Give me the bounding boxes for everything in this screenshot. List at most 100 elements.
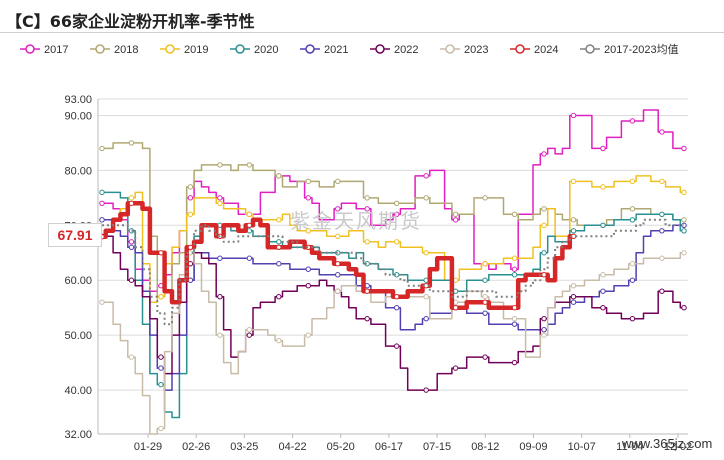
series-point-1-79 bbox=[681, 217, 687, 223]
series-point-3-56 bbox=[511, 272, 518, 278]
series-line-7 bbox=[102, 201, 574, 310]
y-tick-label-0: 32.00 bbox=[64, 429, 92, 441]
series-point-0-79 bbox=[681, 145, 687, 152]
site-watermark: www.365jz.com bbox=[622, 436, 713, 451]
series-point-6-52 bbox=[482, 294, 488, 300]
legend-marker-0 bbox=[25, 44, 35, 54]
series-point-0-32 bbox=[335, 206, 341, 212]
series-point-1-36 bbox=[364, 195, 370, 201]
series-point-0-44 bbox=[423, 173, 429, 179]
watermark: 紫金天风期货 bbox=[290, 209, 422, 233]
y-tick-label-5: 80.00 bbox=[64, 165, 92, 177]
series-point-4-40 bbox=[393, 304, 400, 311]
series-point-3-68 bbox=[600, 222, 606, 229]
x-tick-label-6: 07-15 bbox=[423, 441, 451, 453]
series-point-1-44 bbox=[423, 195, 429, 201]
legend-label-0: 2017 bbox=[44, 44, 68, 56]
x-tick-label-5: 06-17 bbox=[375, 441, 403, 453]
series-point-3-0 bbox=[99, 189, 105, 196]
series-point-1-16 bbox=[217, 162, 223, 168]
legend-label-4: 2021 bbox=[324, 44, 348, 56]
series-point-2-52 bbox=[482, 261, 488, 267]
series-point-1-28 bbox=[305, 178, 311, 185]
legend-label-8: 2017-2023均值 bbox=[604, 43, 679, 56]
legend-marker-3 bbox=[235, 44, 245, 54]
series-point-5-60 bbox=[541, 315, 547, 322]
x-tick-label-10: 11-04 bbox=[616, 441, 643, 453]
series-point-5-40 bbox=[393, 343, 400, 349]
series-point-6-56 bbox=[511, 315, 518, 322]
series-point-0-0 bbox=[99, 200, 105, 207]
series-point-0-16 bbox=[217, 195, 223, 201]
series-point-1-32 bbox=[335, 178, 341, 185]
series-point-4-24 bbox=[276, 261, 282, 267]
series-point-5-16 bbox=[217, 294, 223, 300]
series-point-1-12 bbox=[187, 184, 194, 190]
series-point-2-8 bbox=[158, 294, 164, 300]
series-point-0-48 bbox=[452, 217, 459, 223]
series-point-4-56 bbox=[511, 321, 518, 327]
series-point-4-72 bbox=[629, 277, 636, 283]
x-tick-label-0: 01-29 bbox=[134, 441, 162, 453]
series-point-3-60 bbox=[541, 250, 547, 256]
series-point-7-24 bbox=[276, 244, 282, 250]
y-tick-label-2: 50.00 bbox=[64, 330, 92, 342]
series-point-6-8 bbox=[158, 425, 164, 432]
series-point-2-44 bbox=[423, 250, 429, 256]
series-point-0-76 bbox=[659, 129, 665, 135]
series-point-4-52 bbox=[482, 310, 488, 316]
series-point-4-76 bbox=[659, 228, 665, 234]
x-tick-label-7: 08-12 bbox=[471, 441, 499, 453]
series-point-7-12 bbox=[187, 244, 194, 250]
series-point-0-28 bbox=[305, 195, 311, 201]
series-point-0-40 bbox=[393, 211, 400, 218]
series-point-2-16 bbox=[217, 200, 223, 207]
series-line-8 bbox=[102, 218, 684, 326]
series-point-5-44 bbox=[423, 387, 429, 393]
series-point-5-24 bbox=[276, 294, 282, 300]
series-point-1-4 bbox=[128, 140, 135, 146]
series-point-2-79 bbox=[681, 189, 687, 196]
legend-label-2: 2019 bbox=[184, 44, 208, 56]
series-point-3-79 bbox=[681, 228, 687, 234]
series-point-5-36 bbox=[364, 315, 370, 322]
series-point-2-12 bbox=[187, 211, 194, 218]
series-line-2 bbox=[102, 175, 684, 303]
series-point-2-4 bbox=[128, 195, 135, 201]
y-tick-label-3: 60.00 bbox=[64, 275, 92, 287]
series-point-4-4 bbox=[128, 244, 135, 250]
series-point-2-60 bbox=[541, 222, 547, 229]
legend-marker-7 bbox=[515, 44, 525, 54]
series-point-1-20 bbox=[246, 162, 253, 168]
series-point-6-44 bbox=[423, 294, 429, 300]
series-point-6-60 bbox=[541, 332, 547, 338]
series-point-6-68 bbox=[600, 272, 606, 278]
y-tick-label-7: 93.00 bbox=[64, 94, 92, 106]
series-point-3-4 bbox=[128, 228, 135, 234]
series-point-6-24 bbox=[276, 337, 282, 344]
series-point-7-52 bbox=[482, 299, 488, 305]
series-point-0-12 bbox=[187, 195, 194, 201]
series-point-1-64 bbox=[570, 217, 577, 223]
series-point-3-52 bbox=[482, 277, 488, 283]
chart-title: 【C】66家企业淀粉开机率-季节性 bbox=[6, 12, 255, 31]
series-point-5-4 bbox=[128, 277, 135, 283]
series-point-0-36 bbox=[364, 206, 370, 212]
x-tick-label-3: 04-22 bbox=[278, 441, 306, 453]
x-tick-label-9: 10-07 bbox=[568, 441, 596, 453]
series-point-6-32 bbox=[335, 288, 341, 294]
series-point-5-68 bbox=[600, 304, 606, 311]
legend-marker-4 bbox=[305, 44, 315, 54]
series-point-1-72 bbox=[629, 206, 636, 212]
series-point-7-36 bbox=[364, 288, 370, 294]
series-point-4-0 bbox=[99, 217, 105, 223]
series-point-5-48 bbox=[452, 365, 459, 371]
legend-label-7: 2024 bbox=[534, 44, 558, 56]
series-point-5-52 bbox=[482, 354, 488, 360]
series-point-7-4 bbox=[128, 200, 135, 207]
series-point-4-68 bbox=[600, 288, 606, 294]
series-point-2-64 bbox=[570, 178, 577, 185]
series-point-2-76 bbox=[659, 178, 665, 185]
legend-label-6: 2023 bbox=[464, 44, 488, 56]
